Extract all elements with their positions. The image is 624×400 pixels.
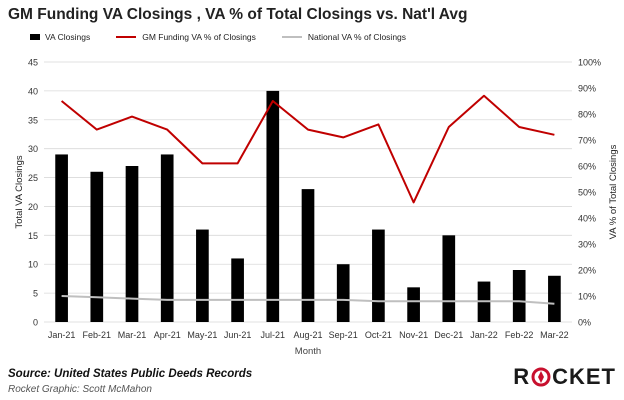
bar: [160, 154, 174, 322]
x-tick-label: Jan-22: [470, 330, 498, 340]
x-tick-label: Oct-21: [365, 330, 392, 340]
chart-legend: VA Closings GM Funding VA % of Closings …: [30, 30, 432, 44]
y2-tick-label: 70%: [578, 136, 596, 146]
x-tick-label: Nov-21: [399, 330, 428, 340]
x-tick-label: Mar-21: [118, 330, 147, 340]
bar: [336, 264, 350, 322]
gm-funding-va-line: [60, 94, 555, 204]
y2-axis-title: VA % of Total Closings: [608, 144, 619, 239]
y-tick-label: 10: [28, 260, 38, 270]
y-tick-label: 45: [28, 58, 38, 68]
x-tick-label: Aug-21: [293, 330, 322, 340]
credit-note: Rocket Graphic: Scott McMahon: [8, 384, 152, 395]
x-tick-label: Sep-21: [329, 330, 358, 340]
y-tick-label: 30: [28, 144, 38, 154]
y-tick-label: 15: [28, 231, 38, 241]
legend-swatch-bars: [30, 34, 40, 40]
bar: [548, 275, 561, 322]
y2-tick-label: 30%: [578, 240, 596, 250]
y2-tick-label: 80%: [578, 110, 596, 120]
bar: [301, 189, 315, 322]
y2-tick-label: 20%: [578, 266, 596, 276]
rocket-logo-mark-icon: [531, 367, 551, 387]
bar: [231, 258, 244, 322]
y-tick-label: 5: [33, 289, 38, 299]
y-tick-label: 20: [28, 202, 38, 212]
x-tick-label: Jun-21: [224, 330, 252, 340]
x-tick-label: Apr-21: [154, 330, 181, 340]
y2-tick-label: 10%: [578, 292, 596, 302]
y2-tick-label: 40%: [578, 214, 596, 224]
rocket-logo: R CKET: [513, 364, 616, 390]
chart-plot: 0 5 10 15 20 25 30 35 40 45 0% 10% 20% 30% 40% 50% 60% 70…: [14, 58, 619, 358]
source-note: Source: United States Public Deeds Recor…: [8, 368, 253, 380]
y-tick-label: 35: [28, 115, 38, 125]
bar: [372, 229, 385, 322]
chart-title: GM Funding VA Closings , VA % of Total C…: [8, 6, 468, 23]
y-axis-title: Total VA Closings: [14, 155, 25, 228]
bar: [125, 166, 139, 322]
bar: [55, 154, 68, 322]
y-tick-label: 40: [28, 86, 38, 96]
bar: [407, 287, 420, 322]
legend-swatch-nat-line: [281, 36, 302, 38]
x-tick-label: Dec-21: [434, 330, 463, 340]
legend-item-gm-funding: GM Funding VA % of Closings: [116, 32, 256, 42]
y2-tick-label: 50%: [578, 188, 596, 198]
bar: [196, 229, 209, 322]
logo-letter-r: R: [513, 364, 531, 389]
x-tick-label: May-21: [187, 330, 217, 340]
x-tick-label: Mar-22: [540, 330, 569, 340]
y-tick-label: 25: [28, 173, 38, 183]
legend-item-va-closings: VA Closings: [30, 32, 90, 42]
bar: [266, 90, 280, 322]
bar: [90, 171, 104, 322]
national-va-line: [61, 295, 555, 305]
x-tick-label: Feb-22: [505, 330, 534, 340]
legend-item-national: National VA % of Closings: [281, 32, 407, 42]
y2-tick-label: 60%: [578, 162, 596, 172]
logo-letters-cket: CKET: [552, 364, 616, 389]
y-tick-label: 0: [33, 318, 38, 328]
legend-label-national: National VA % of Closings: [307, 32, 407, 42]
bar: [442, 235, 456, 322]
legend-label-va-closings: VA Closings: [45, 32, 91, 42]
bar: [512, 270, 526, 322]
y2-tick-label: 100%: [578, 58, 601, 68]
y2-tick-label: 90%: [578, 84, 596, 94]
legend-label-gm-funding: GM Funding VA % of Closings: [142, 32, 256, 42]
x-tick-label: Feb-21: [83, 330, 112, 340]
x-tick-label: Jan-21: [48, 330, 76, 340]
y2-tick-label: 0%: [578, 318, 591, 328]
legend-swatch-gm-line: [116, 36, 137, 38]
x-tick-label: Jul-21: [261, 330, 286, 340]
x-axis-title: Month: [295, 346, 321, 357]
